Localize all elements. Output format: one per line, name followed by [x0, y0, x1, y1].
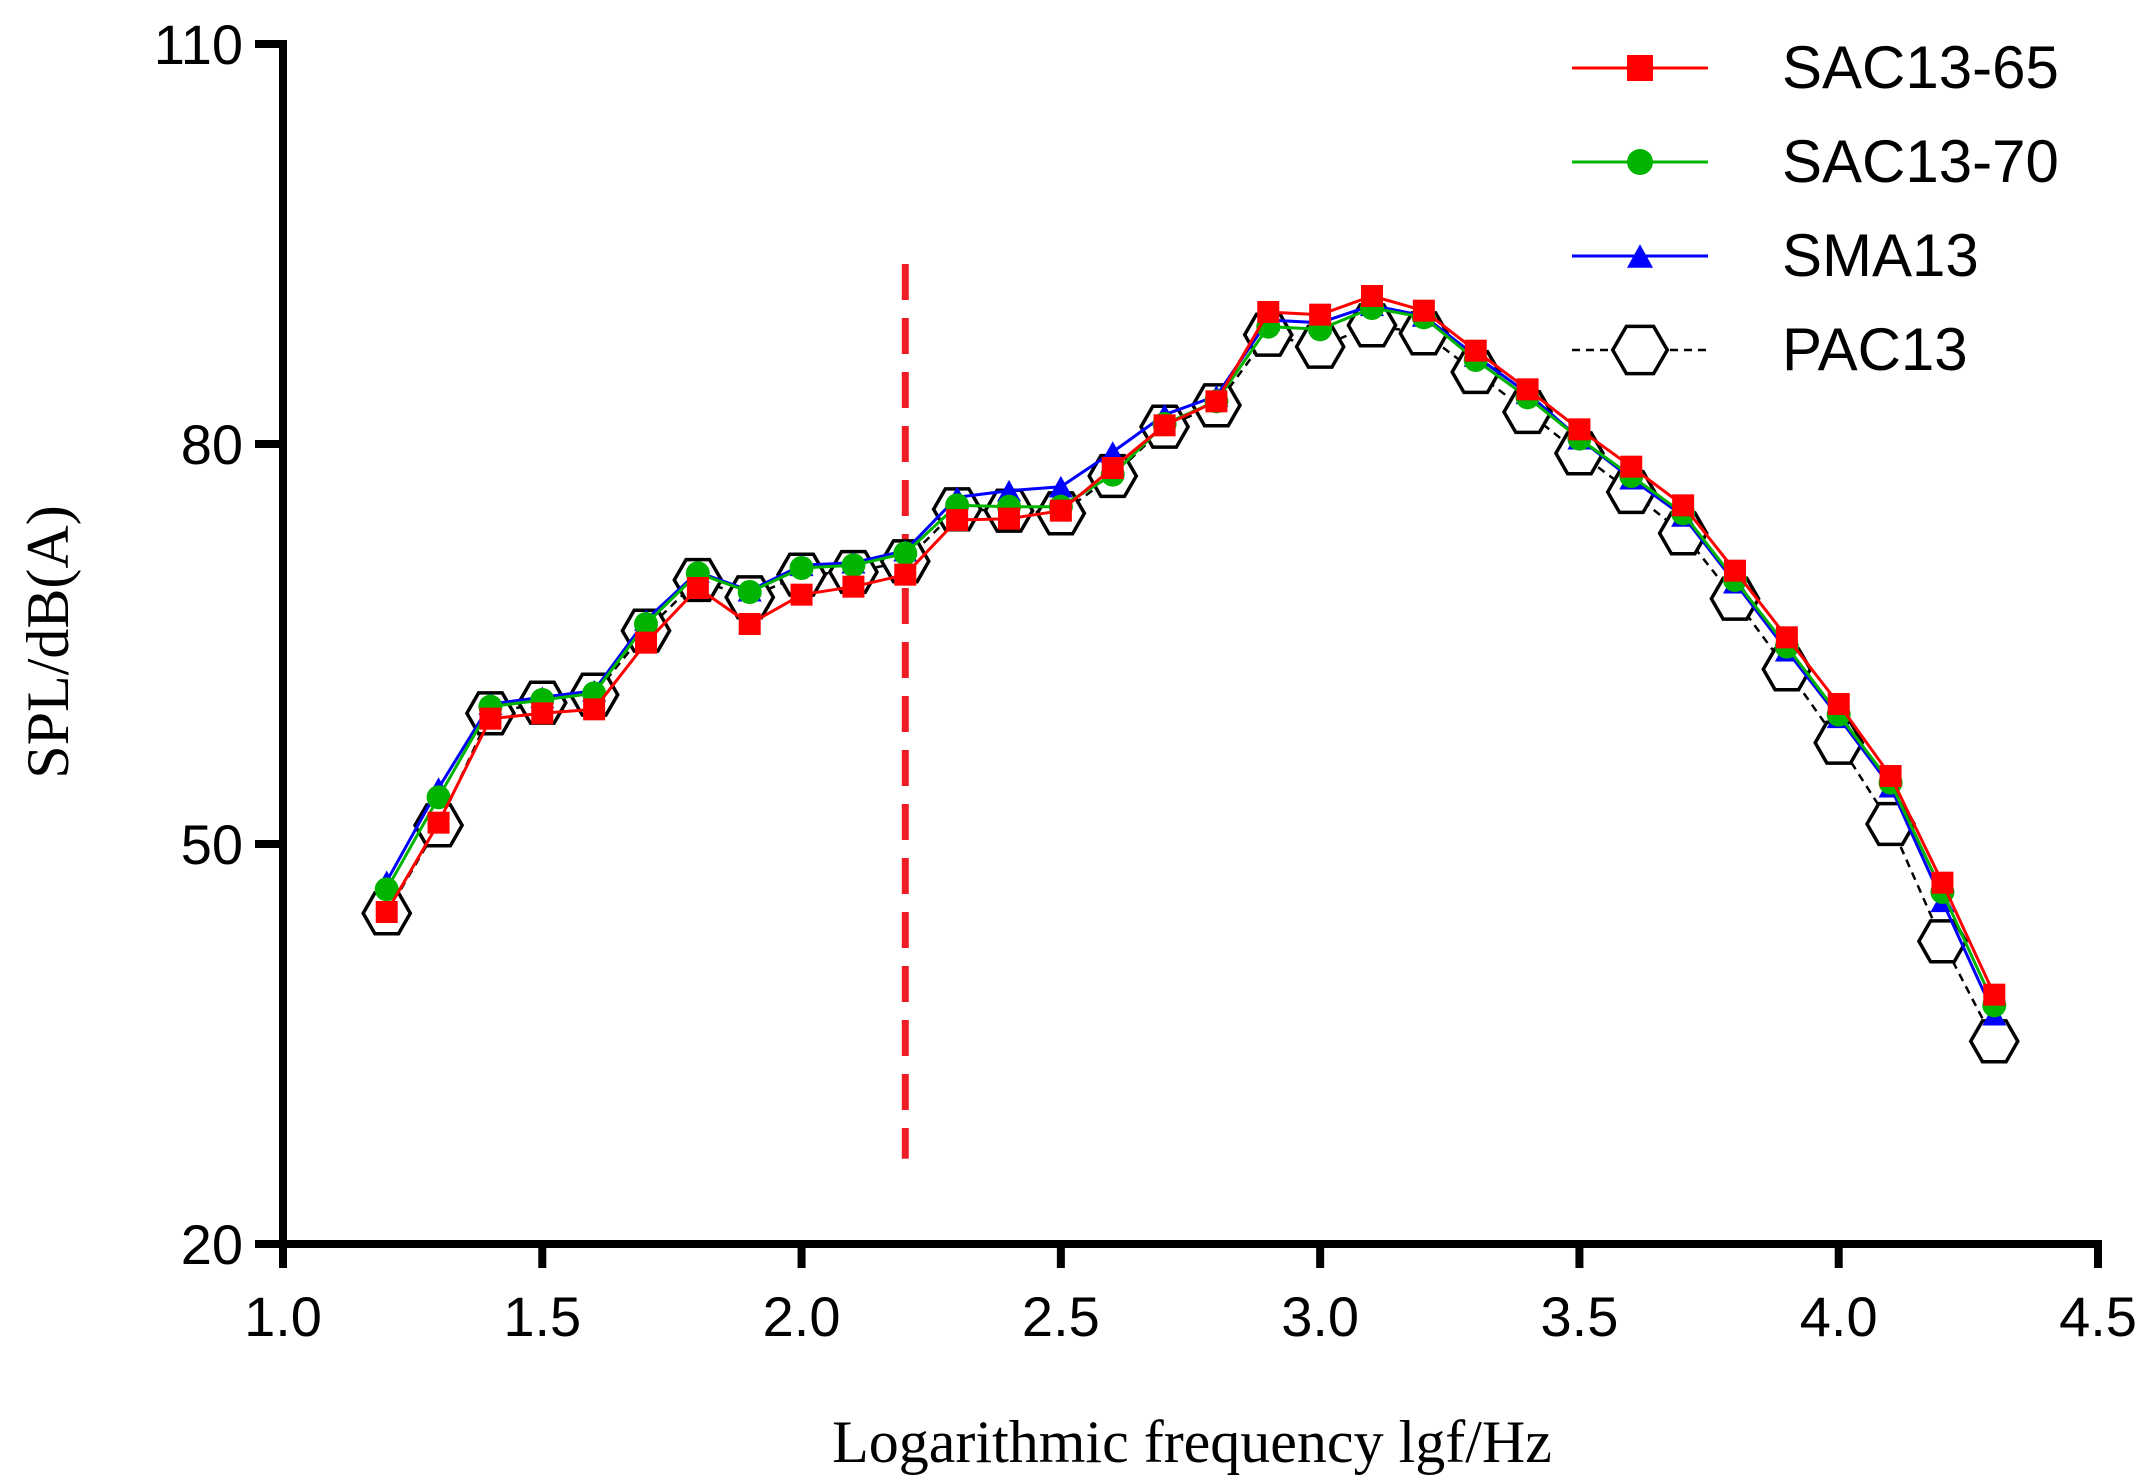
data-point-square — [686, 577, 709, 599]
data-point-square — [1620, 455, 1643, 478]
data-point-triangle — [1627, 244, 1653, 268]
data-point-hexagon — [1968, 1019, 2020, 1064]
data-point-square — [479, 707, 502, 730]
data-point-hexagon — [1610, 324, 1670, 376]
data-point-circle — [841, 553, 866, 578]
data-point-square — [1205, 390, 1228, 413]
data-point-square — [1257, 301, 1280, 323]
data-point-square — [1775, 626, 1798, 649]
data-point-square — [1049, 499, 1072, 522]
legend-item: SAC13-70 — [1572, 128, 2059, 195]
data-point-hexagon — [1294, 324, 1346, 369]
legend-label: SAC13-70 — [1782, 128, 2059, 195]
data-point-square — [427, 811, 450, 834]
data-point-circle — [737, 580, 762, 604]
y-tick-label: 20 — [181, 1213, 243, 1276]
data-point-square — [1983, 983, 2006, 1006]
data-point-circle — [426, 785, 451, 810]
axes — [279, 40, 2102, 1248]
data-point-circle — [789, 556, 814, 580]
data-point-square — [738, 613, 761, 635]
data-point-square — [790, 583, 813, 606]
x-tick-label: 4.0 — [1800, 1285, 1878, 1348]
y-axis-title: SPL/dB(A) — [15, 505, 81, 778]
x-tick-label: 3.5 — [1540, 1285, 1618, 1348]
x-tick-label: 2.0 — [763, 1285, 841, 1348]
data-point-square — [998, 507, 1020, 530]
x-tick-label: 1.0 — [244, 1285, 322, 1348]
data-point-square — [1672, 494, 1695, 517]
legend: SAC13-65 SAC13-70 SMA13 PAC13 — [1572, 34, 2059, 383]
legend-item: SAC13-65 — [1572, 34, 2059, 101]
data-point-circle — [374, 877, 399, 902]
data-point-square — [1309, 303, 1332, 326]
data-point-hexagon — [1398, 311, 1450, 356]
data-point-square — [1464, 339, 1487, 362]
x-tick-label: 2.5 — [1022, 1285, 1100, 1348]
data-point-square — [946, 509, 969, 531]
data-point-square — [1627, 55, 1653, 81]
series-pac13 — [361, 303, 2020, 1064]
data-point-square — [1412, 299, 1435, 322]
data-point-square — [583, 698, 606, 721]
data-point-triangle — [1048, 475, 1073, 498]
data-point-square — [1724, 559, 1746, 582]
x-tick-label: 1.5 — [503, 1285, 581, 1348]
data-point-square — [894, 563, 917, 586]
data-point-hexagon — [1553, 431, 1606, 476]
y-tick-label: 80 — [181, 413, 243, 476]
data-point-square — [1101, 457, 1124, 479]
legend-item: SMA13 — [1572, 222, 1979, 289]
data-point-circle — [1627, 149, 1653, 175]
data-point-square — [1931, 871, 1954, 894]
data-point-square — [1361, 285, 1383, 307]
x-tick-label: 4.5 — [2059, 1285, 2137, 1348]
data-point-square — [1879, 765, 1902, 787]
data-point-hexagon — [1346, 303, 1398, 348]
data-point-hexagon — [1605, 469, 1657, 515]
legend-label: SMA13 — [1782, 222, 1979, 289]
series-line — [385, 324, 1996, 1042]
data-point-square — [375, 901, 398, 923]
data-point-square — [1568, 418, 1591, 441]
tick-group: 1.0 1.5 2.0 2.5 3.0 3.5 4.0 4.5 20 50 80 110 — [154, 13, 2137, 1348]
data-point-triangle — [997, 479, 1021, 502]
legend-item: PAC13 — [1572, 316, 1968, 383]
data-point-square — [842, 575, 865, 598]
data-point-square — [531, 702, 554, 725]
x-axis-title: Logarithmic frequency lgf/Hz — [832, 1409, 1552, 1475]
data-point-square — [635, 631, 657, 654]
data-point-square — [1153, 414, 1176, 437]
data-point-square — [1827, 693, 1850, 715]
legend-label: SAC13-65 — [1782, 34, 2059, 101]
series-group — [361, 285, 2020, 1064]
series-sac13-65 — [375, 285, 2006, 1006]
legend-label: PAC13 — [1782, 316, 1968, 383]
data-point-circle — [634, 612, 658, 636]
x-tick-label: 3.0 — [1281, 1285, 1359, 1348]
data-point-circle — [893, 541, 918, 566]
data-point-square — [1516, 378, 1539, 401]
y-tick-label: 50 — [181, 813, 243, 876]
y-tick-label: 110 — [154, 13, 243, 76]
